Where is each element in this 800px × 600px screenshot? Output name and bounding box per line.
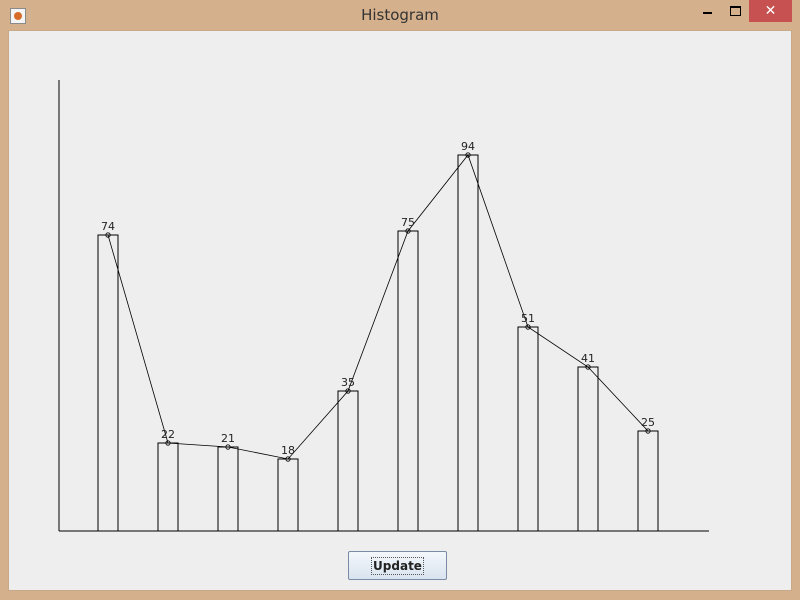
bar-7 — [457, 154, 479, 532]
data-point-1 — [105, 232, 111, 238]
value-label-2: 22 — [161, 428, 175, 441]
data-point-7 — [465, 152, 471, 158]
data-point-10 — [645, 428, 651, 434]
data-point-8 — [525, 324, 531, 330]
title-bar: Histogram ✕ — [0, 0, 800, 30]
value-label-6: 75 — [401, 216, 415, 229]
bar-9 — [577, 366, 599, 532]
bar-1 — [97, 234, 119, 532]
value-label-5: 35 — [341, 376, 355, 389]
data-point-9 — [585, 364, 591, 370]
value-label-8: 51 — [521, 312, 535, 325]
update-button-label: Update — [371, 556, 424, 575]
update-button[interactable]: Update — [348, 551, 447, 580]
java-app-icon — [10, 8, 26, 24]
bar-2 — [157, 442, 179, 532]
value-label-10: 25 — [641, 416, 655, 429]
data-point-5 — [345, 388, 351, 394]
data-point-3 — [225, 444, 231, 450]
content-panel — [8, 30, 792, 591]
data-point-4 — [285, 456, 291, 462]
bar-4 — [277, 458, 299, 532]
bar-5 — [337, 390, 359, 532]
bar-8 — [517, 326, 539, 532]
close-button[interactable]: ✕ — [749, 0, 792, 22]
trend-line — [107, 154, 649, 460]
data-point-2 — [165, 440, 171, 446]
bar-6 — [397, 230, 419, 532]
value-label-7: 94 — [461, 140, 475, 153]
value-label-4: 18 — [281, 444, 295, 457]
window-title: Histogram — [361, 6, 439, 24]
bar-10 — [637, 430, 659, 532]
value-label-3: 21 — [221, 432, 235, 445]
value-label-1: 74 — [101, 220, 115, 233]
value-label-9: 41 — [581, 352, 595, 365]
data-point-6 — [405, 228, 411, 234]
bar-3 — [217, 446, 239, 532]
